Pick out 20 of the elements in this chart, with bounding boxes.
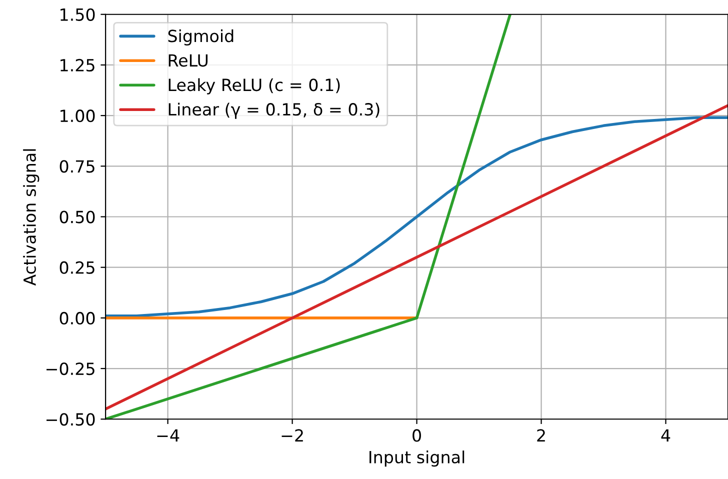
x-tick-label: −4	[157, 429, 180, 442]
y-tick-label: −0.50	[46, 413, 95, 426]
y-tick-label: 0.00	[60, 312, 95, 325]
y-tick-label: −0.25	[46, 362, 94, 376]
y-tick-label: 1.25	[60, 58, 94, 72]
legend-label: Linear (γ = 0.15, δ = 0.3)	[168, 102, 380, 119]
x-axis-title: Input signal	[370, 450, 464, 467]
y-tick-label: 0.25	[60, 261, 94, 274]
legend-label: ReLU	[168, 54, 208, 67]
y-tick-label: 0.50	[60, 210, 95, 224]
legend-label: Leaky ReLU (c = 0.1)	[168, 78, 340, 94]
y-tick-label: 1.50	[60, 8, 95, 21]
legend-label: Sigmoid	[168, 29, 234, 46]
y-axis-title: Activation signal	[23, 149, 40, 286]
x-tick-label: 4	[661, 429, 670, 442]
y-tick-label: 1.00	[60, 110, 95, 122]
x-tick-label: 2	[537, 429, 545, 442]
x-tick-label: 0	[412, 429, 421, 442]
x-tick-label: −2	[282, 429, 303, 442]
y-tick-label: 0.75	[60, 160, 94, 173]
